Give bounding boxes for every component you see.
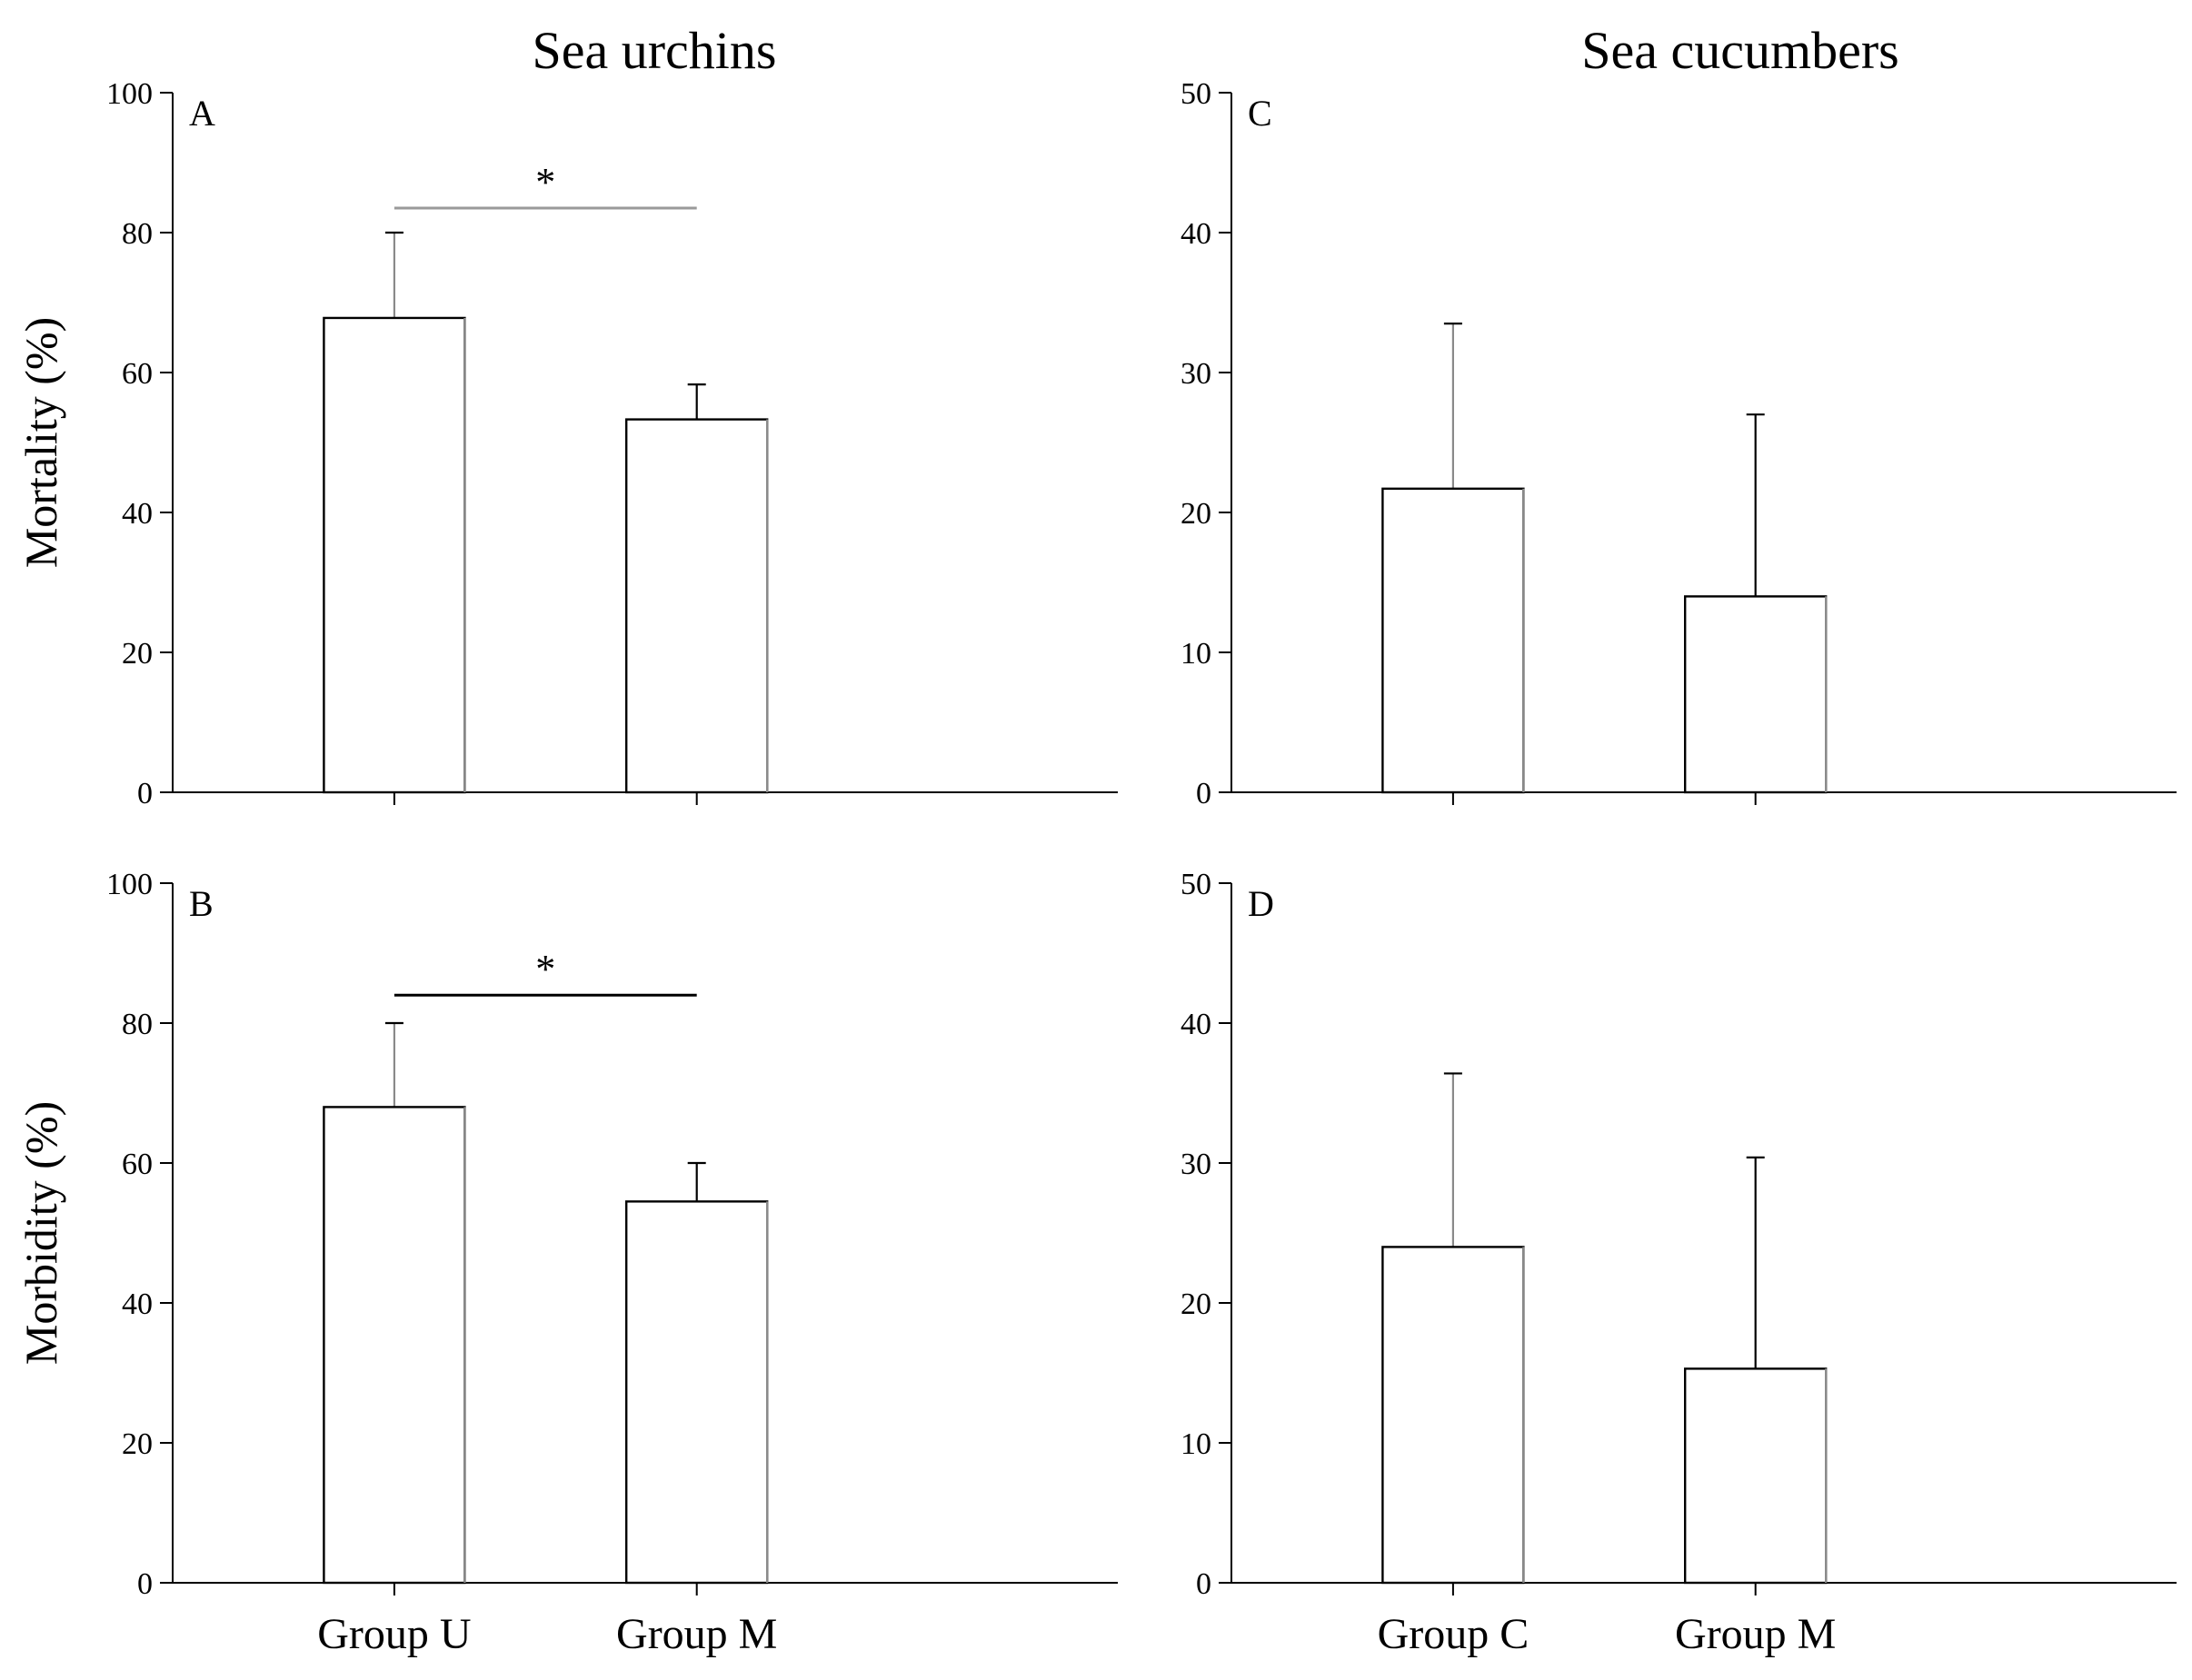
panel-c: 0 10 20 30 40 50 C: [1181, 77, 2177, 810]
y-tick-label: 20: [1181, 1287, 1211, 1321]
panel-b: 0 20 40 60 80 100 B Morbidity (%) Group U Group M…: [15, 868, 1118, 1658]
bar: [1683, 595, 1828, 794]
y-tick-label: 20: [1181, 497, 1211, 531]
y-tick-label: 20: [122, 1427, 153, 1461]
panel-d: 0 10 20 30 40 50 D Group C Group M: [1181, 868, 2177, 1658]
y-tick-label: 0: [137, 1567, 153, 1601]
bar: [625, 418, 769, 794]
bar: [323, 316, 466, 794]
bar: [1683, 1367, 1828, 1585]
y-tick-label: 40: [1181, 217, 1211, 251]
y-tick-label: 100: [106, 77, 153, 111]
column-title-right: Sea cucumbers: [1581, 21, 1898, 80]
column-title-left: Sea urchins: [533, 21, 777, 80]
y-tick-label: 40: [122, 1287, 153, 1321]
category-label: Group M: [1675, 1610, 1836, 1658]
y-tick-label: 10: [1181, 1427, 1211, 1461]
y-tick-label: 30: [1181, 1148, 1211, 1181]
y-tick-label: 20: [122, 637, 153, 671]
y-tick-label: 0: [1196, 1567, 1211, 1601]
panel-letter: D: [1248, 883, 1274, 924]
panel-letter: A: [189, 93, 215, 134]
panel-letter: B: [189, 883, 214, 924]
y-tick-label: 80: [122, 1008, 153, 1041]
y-tick-label: 50: [1181, 868, 1211, 901]
y-tick-label: 0: [137, 777, 153, 810]
category-label: Group M: [616, 1610, 777, 1658]
category-label: Group U: [317, 1610, 471, 1658]
panel-a: 0 20 40 60 80 100 A Mortality (%) *: [15, 77, 1118, 810]
significance-star: *: [535, 160, 555, 204]
panel-letter: C: [1248, 93, 1272, 134]
bar: [1381, 487, 1525, 794]
significance-star: *: [535, 947, 555, 991]
y-tick-label: 40: [122, 497, 153, 531]
category-label: Group C: [1378, 1610, 1529, 1658]
y-tick-label: 60: [122, 357, 153, 391]
y-tick-label: 100: [106, 868, 153, 901]
y-tick-label: 30: [1181, 357, 1211, 391]
y-axis-label: Morbidity (%): [15, 1101, 66, 1365]
y-tick-label: 40: [1181, 1008, 1211, 1041]
y-tick-label: 10: [1181, 637, 1211, 671]
y-tick-label: 80: [122, 217, 153, 251]
bar: [625, 1200, 769, 1585]
y-tick-label: 60: [122, 1148, 153, 1181]
bar: [323, 1106, 466, 1585]
y-tick-label: 0: [1196, 777, 1211, 810]
bar: [1381, 1246, 1525, 1585]
y-tick-label: 50: [1181, 77, 1211, 111]
y-axis-label: Mortality (%): [15, 317, 66, 568]
